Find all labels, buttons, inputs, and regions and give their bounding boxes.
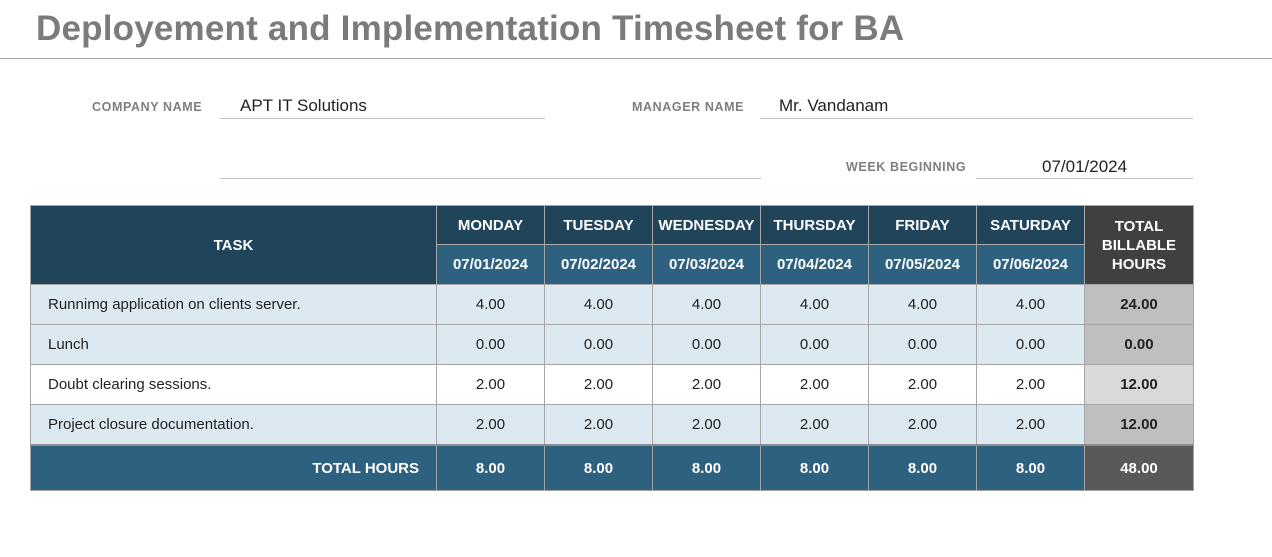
task-cell[interactable]: Doubt clearing sessions. bbox=[30, 364, 437, 405]
row-total-cell: 12.00 bbox=[1084, 404, 1194, 446]
company-name-value[interactable]: APT IT Solutions bbox=[240, 96, 367, 115]
row-total-cell: 0.00 bbox=[1084, 324, 1194, 365]
day-header-saturday: SATURDAY bbox=[976, 205, 1085, 245]
manager-name-underline bbox=[760, 118, 1193, 119]
hours-cell[interactable]: 2.00 bbox=[652, 364, 761, 405]
hours-cell[interactable]: 2.00 bbox=[868, 404, 977, 446]
row-total-cell: 24.00 bbox=[1084, 284, 1194, 325]
hours-cell[interactable]: 2.00 bbox=[868, 364, 977, 405]
date-header-saturday: 07/06/2024 bbox=[976, 244, 1085, 285]
hours-cell[interactable]: 0.00 bbox=[652, 324, 761, 365]
task-cell[interactable]: Lunch bbox=[30, 324, 437, 365]
title-divider bbox=[0, 58, 1272, 59]
date-header-wednesday: 07/03/2024 bbox=[652, 244, 761, 285]
day-header-monday: MONDAY bbox=[436, 205, 545, 245]
date-header-thursday: 07/04/2024 bbox=[760, 244, 869, 285]
hours-cell[interactable]: 4.00 bbox=[976, 284, 1085, 325]
hours-cell[interactable]: 4.00 bbox=[760, 284, 869, 325]
hours-cell[interactable]: 2.00 bbox=[436, 364, 545, 405]
hours-cell[interactable]: 2.00 bbox=[976, 364, 1085, 405]
hours-cell[interactable]: 2.00 bbox=[436, 404, 545, 446]
hours-cell[interactable]: 0.00 bbox=[436, 324, 545, 365]
total-header-line-3: HOURS bbox=[1111, 255, 1167, 273]
day-total-cell: 8.00 bbox=[760, 444, 869, 491]
hours-cell[interactable]: 2.00 bbox=[652, 404, 761, 446]
day-header-tuesday: TUESDAY bbox=[544, 205, 653, 245]
grand-total-cell: 48.00 bbox=[1084, 444, 1194, 491]
row-total-cell: 12.00 bbox=[1084, 364, 1194, 405]
hours-cell[interactable]: 0.00 bbox=[760, 324, 869, 365]
table-row: Lunch 0.00 0.00 0.00 0.00 0.00 0.00 0.00 bbox=[30, 324, 1194, 365]
hours-cell[interactable]: 4.00 bbox=[652, 284, 761, 325]
hours-cell[interactable]: 4.00 bbox=[544, 284, 653, 325]
timesheet-table: TASK MONDAY TUESDAY WEDNESDAY THURSDAY F… bbox=[30, 205, 1194, 491]
manager-name-label: MANAGER NAME bbox=[632, 100, 745, 114]
hours-cell[interactable]: 0.00 bbox=[544, 324, 653, 365]
page-title: Deployement and Implementation Timesheet… bbox=[36, 9, 905, 48]
day-total-cell: 8.00 bbox=[868, 444, 977, 491]
day-header-thursday: THURSDAY bbox=[760, 205, 869, 245]
week-beginning-underline bbox=[976, 178, 1193, 179]
date-header-tuesday: 07/02/2024 bbox=[544, 244, 653, 285]
hours-cell[interactable]: 4.00 bbox=[436, 284, 545, 325]
hours-cell[interactable]: 2.00 bbox=[544, 404, 653, 446]
table-row: Project closure documentation. 2.00 2.00… bbox=[30, 404, 1194, 446]
day-header-wednesday: WEDNESDAY bbox=[652, 205, 761, 245]
blank-field-underline[interactable] bbox=[220, 178, 761, 179]
hours-cell[interactable]: 0.00 bbox=[976, 324, 1085, 365]
total-header-line-2: BILLABLE bbox=[1101, 236, 1177, 254]
week-beginning-label: WEEK BEGINNING bbox=[846, 160, 967, 174]
hours-cell[interactable]: 2.00 bbox=[544, 364, 653, 405]
total-hours-label: TOTAL HOURS bbox=[30, 444, 437, 491]
hours-cell[interactable]: 4.00 bbox=[868, 284, 977, 325]
day-header-friday: FRIDAY bbox=[868, 205, 977, 245]
task-cell[interactable]: Runnimg application on clients server. bbox=[30, 284, 437, 325]
company-name-underline bbox=[220, 118, 545, 119]
total-header-line-1: TOTAL bbox=[1114, 217, 1164, 235]
date-header-monday: 07/01/2024 bbox=[436, 244, 545, 285]
total-hours-row: TOTAL HOURS 8.00 8.00 8.00 8.00 8.00 8.0… bbox=[30, 444, 1194, 491]
company-name-label: COMPANY NAME bbox=[92, 100, 203, 114]
task-cell[interactable]: Project closure documentation. bbox=[30, 404, 437, 446]
table-row: Runnimg application on clients server. 4… bbox=[30, 284, 1194, 325]
hours-cell[interactable]: 2.00 bbox=[760, 364, 869, 405]
total-billable-hours-header: TOTAL BILLABLE HOURS bbox=[1084, 205, 1194, 285]
manager-name-value[interactable]: Mr. Vandanam bbox=[779, 96, 889, 115]
hours-cell[interactable]: 0.00 bbox=[868, 324, 977, 365]
day-total-cell: 8.00 bbox=[652, 444, 761, 491]
table-row: Doubt clearing sessions. 2.00 2.00 2.00 … bbox=[30, 364, 1194, 405]
day-total-cell: 8.00 bbox=[436, 444, 545, 491]
week-beginning-value[interactable]: 07/01/2024 bbox=[1042, 157, 1128, 176]
hours-cell[interactable]: 2.00 bbox=[760, 404, 869, 446]
day-total-cell: 8.00 bbox=[976, 444, 1085, 491]
hours-cell[interactable]: 2.00 bbox=[976, 404, 1085, 446]
task-column-header: TASK bbox=[30, 205, 437, 285]
day-total-cell: 8.00 bbox=[544, 444, 653, 491]
date-header-friday: 07/05/2024 bbox=[868, 244, 977, 285]
